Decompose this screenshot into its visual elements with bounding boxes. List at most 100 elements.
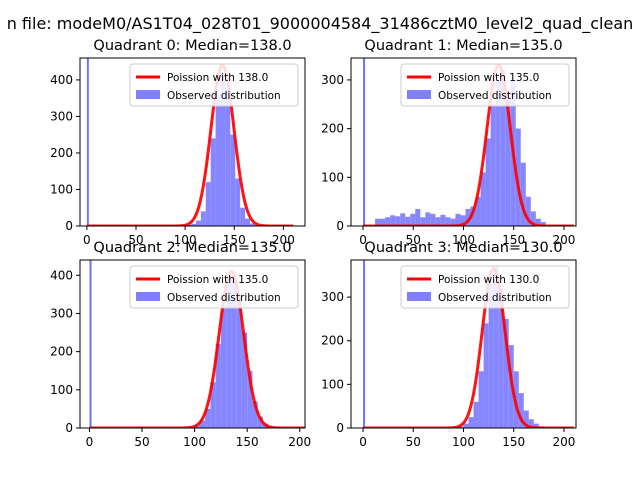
axes-frame bbox=[79, 57, 306, 227]
y-tick-label: 300 bbox=[50, 109, 73, 123]
histogram-bar bbox=[480, 172, 486, 226]
y-tick-label: 100 bbox=[321, 377, 344, 391]
x-tick-label: 100 bbox=[452, 435, 475, 449]
histogram-bar bbox=[468, 417, 474, 428]
histogram-bar bbox=[420, 217, 426, 226]
x-tick-label: 0 bbox=[83, 233, 91, 247]
histogram-bar bbox=[205, 408, 211, 428]
histogram-bar bbox=[210, 138, 216, 226]
histogram-bar bbox=[199, 420, 206, 428]
histogram-bar bbox=[488, 284, 494, 428]
histogram-bar bbox=[498, 288, 504, 428]
histogram-bar bbox=[518, 393, 524, 428]
x-tick-label: 0 bbox=[359, 435, 367, 449]
quadrant-3-title: Quadrant 3: Median=130.0 bbox=[364, 240, 562, 256]
histogram-bar bbox=[460, 215, 466, 226]
histogram-bar bbox=[191, 223, 196, 226]
legend-poisson-label: Poission with 135.0 bbox=[438, 72, 539, 84]
histogram-bar bbox=[458, 426, 464, 428]
histogram-bar bbox=[430, 213, 436, 226]
histogram-bar bbox=[535, 218, 541, 226]
quadrant-1-plot-area bbox=[362, 58, 575, 226]
legend: Poission with 138.0 Observed distribution bbox=[129, 63, 299, 107]
histogram-bar bbox=[195, 220, 201, 226]
legend-hist-label: Observed distribution bbox=[167, 90, 281, 102]
histogram-bar bbox=[440, 214, 446, 226]
x-tick-label: 200 bbox=[552, 233, 575, 247]
histogram-bar bbox=[385, 217, 391, 226]
histogram-bar bbox=[533, 423, 539, 428]
legend-hist-swatch bbox=[136, 90, 160, 99]
histogram-bar bbox=[220, 305, 227, 428]
histogram-bar bbox=[257, 416, 263, 428]
histogram-bar bbox=[235, 178, 241, 226]
y-tick-label: 200 bbox=[321, 122, 344, 136]
quadrant-2-panel: Quadrant 2: Median=135.0 0 50 100 150 200 0 10… bbox=[50, 240, 311, 449]
histogram-bar bbox=[445, 217, 451, 226]
histogram-bar bbox=[483, 323, 489, 428]
histogram-bar bbox=[528, 419, 534, 428]
histogram-bar bbox=[410, 213, 416, 226]
histogram-bar bbox=[231, 275, 237, 428]
histogram-bar bbox=[490, 104, 496, 226]
histogram-bar bbox=[525, 196, 531, 226]
y-tick-label: 100 bbox=[321, 170, 344, 184]
x-tick-label: 150 bbox=[223, 233, 246, 247]
histogram-bar bbox=[215, 94, 221, 226]
quadrant-1-panel: Quadrant 1: Median=135.0 0 50 100 150 200 0 10… bbox=[321, 38, 577, 247]
x-tick-label: 50 bbox=[134, 435, 149, 449]
y-tick-label: 200 bbox=[321, 334, 344, 348]
histogram-bar bbox=[415, 208, 421, 226]
legend-poisson-label: Poission with 138.0 bbox=[167, 72, 268, 84]
quadrant-0-title: Quadrant 0: Median=138.0 bbox=[93, 38, 291, 54]
histogram-bar bbox=[236, 298, 242, 428]
histogram-bar bbox=[252, 401, 258, 428]
histogram-bar bbox=[485, 138, 491, 226]
histogram-bar bbox=[478, 371, 484, 428]
x-tick-label: 0 bbox=[359, 233, 367, 247]
y-tick-label: 300 bbox=[50, 306, 73, 320]
x-tick-label: 200 bbox=[552, 435, 575, 449]
figure-title: n file: modeM0/AS1T04_028T01_9000004584_… bbox=[7, 14, 634, 34]
histogram-bar bbox=[390, 215, 396, 226]
x-tick-label: 150 bbox=[502, 233, 525, 247]
legend-box bbox=[129, 265, 299, 309]
legend-box bbox=[129, 63, 299, 107]
poisson-curve bbox=[85, 63, 295, 226]
histogram-bar bbox=[500, 70, 506, 226]
legend-hist-label: Observed distribution bbox=[438, 90, 552, 102]
y-tick-label: 0 bbox=[65, 421, 73, 435]
y-tick-label: 100 bbox=[50, 182, 73, 196]
histogram-bar bbox=[405, 216, 411, 226]
histogram-bar bbox=[375, 218, 381, 226]
histogram-bar bbox=[463, 423, 469, 428]
x-tick-label: 0 bbox=[86, 435, 94, 449]
histogram-bar bbox=[380, 218, 386, 226]
histogram-bar bbox=[215, 344, 221, 428]
legend-hist-swatch bbox=[407, 90, 431, 99]
histogram-bar bbox=[225, 87, 231, 226]
histogram-bar bbox=[515, 128, 521, 226]
quadrant-0-panel: Quadrant 0: Median=138.0 0 50 100 150 200 0 10… bbox=[50, 38, 306, 247]
histogram-bar bbox=[241, 332, 248, 428]
quadrant-2-title: Quadrant 2: Median=135.0 bbox=[93, 240, 291, 256]
histogram-bar bbox=[435, 217, 441, 226]
quadrant-0-plot-area bbox=[85, 58, 295, 226]
histogram-bar bbox=[395, 216, 401, 226]
legend-box bbox=[400, 265, 570, 309]
y-tick-label: 100 bbox=[50, 383, 73, 397]
legend-hist-label: Observed distribution bbox=[438, 292, 552, 304]
x-tick-label: 150 bbox=[236, 435, 259, 449]
histogram-bar bbox=[505, 94, 511, 226]
legend-hist-swatch bbox=[407, 292, 431, 301]
quadrant-1-title: Quadrant 1: Median=135.0 bbox=[364, 38, 562, 54]
histogram-bar bbox=[475, 196, 481, 226]
histogram-bar bbox=[226, 279, 232, 428]
histogram-bar bbox=[89, 260, 92, 428]
x-tick-label: 100 bbox=[174, 233, 197, 247]
x-tick-label: 50 bbox=[128, 233, 143, 247]
histogram-bar bbox=[205, 182, 211, 226]
y-tick-label: 0 bbox=[336, 219, 344, 233]
histogram-bar bbox=[450, 218, 456, 226]
histogram-bar bbox=[520, 162, 526, 226]
